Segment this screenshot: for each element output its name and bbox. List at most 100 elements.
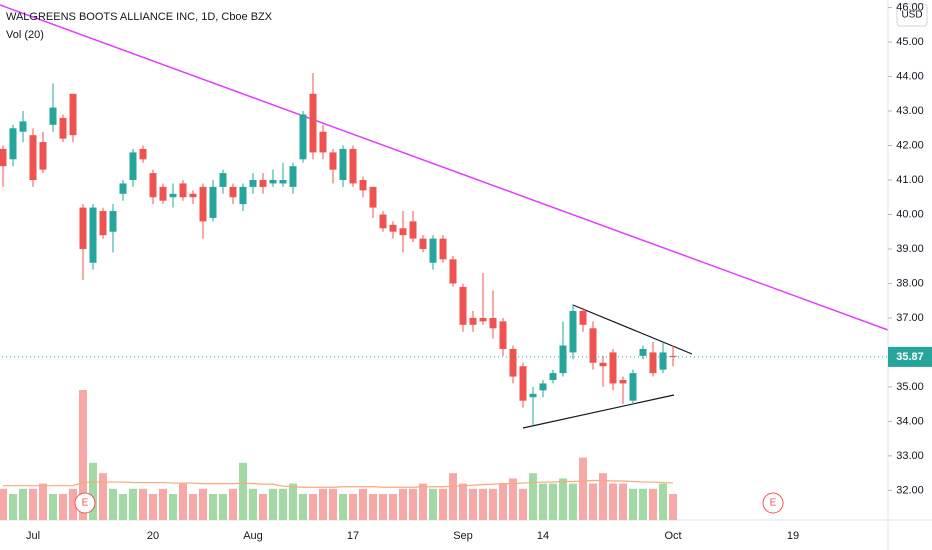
x-tick-label: 20: [147, 530, 159, 542]
volume-bar: [149, 494, 157, 520]
x-tick-label: Jul: [26, 530, 40, 542]
last-price-label: 35.87: [896, 351, 924, 363]
volume-bar: [409, 488, 417, 520]
volume-bar: [279, 488, 287, 520]
volume-bar: [139, 488, 147, 520]
candle-body: [669, 355, 677, 357]
candle-body: [19, 121, 27, 132]
candle-body: [419, 238, 427, 249]
volume-bar: [519, 488, 527, 520]
volume-bar: [99, 473, 107, 520]
y-tick-label: 34.00: [896, 415, 924, 427]
candle-body: [289, 166, 297, 187]
candle-body: [569, 311, 577, 353]
candle-body: [469, 317, 477, 325]
earnings-label: E: [82, 498, 89, 509]
candle-body: [639, 348, 647, 356]
candle-body: [259, 180, 267, 187]
x-tick-label: Oct: [664, 530, 681, 542]
x-tick-label: Sep: [453, 530, 473, 542]
candle-body: [459, 286, 467, 325]
candle-body: [509, 348, 517, 377]
volume-bar: [459, 483, 467, 520]
volume-bar: [369, 494, 377, 520]
volume-bar: [229, 488, 237, 520]
y-tick-label: 32.00: [896, 484, 924, 496]
volume-bar: [609, 483, 617, 520]
candle-body: [199, 186, 207, 222]
trend-line: [0, 4, 889, 331]
currency-button[interactable]: [896, 3, 928, 27]
volume-bar: [49, 494, 57, 520]
candle-body: [109, 211, 117, 232]
candle-body: [129, 152, 137, 180]
volume-bar: [309, 494, 317, 520]
volume-bar: [349, 494, 357, 520]
candle-body: [319, 131, 327, 153]
candle-body: [209, 186, 217, 218]
candle-body: [89, 207, 97, 263]
volume-bar: [169, 494, 177, 520]
candle-body: [49, 107, 57, 125]
candle-body: [299, 114, 307, 160]
x-tick-label: 14: [537, 530, 549, 542]
currency-label: USD: [901, 10, 922, 21]
candle-body: [499, 321, 507, 349]
y-tick-label: 42.00: [896, 139, 924, 151]
volume-bar: [549, 483, 557, 520]
volume-bar: [249, 488, 257, 520]
candle-body: [369, 186, 377, 208]
volume-bar: [359, 488, 367, 520]
candle-body: [389, 224, 397, 232]
volume-bar: [559, 478, 567, 520]
volume-ma-line: [3, 479, 674, 488]
volume-bar: [479, 488, 487, 520]
volume-bar: [109, 488, 117, 520]
volume-bar: [469, 488, 477, 520]
candle-body: [69, 93, 77, 136]
volume-bar: [0, 488, 7, 520]
candle-body: [79, 207, 87, 249]
candle-body: [59, 117, 67, 139]
y-tick-label: 35.00: [896, 381, 924, 393]
volume-bar: [39, 483, 47, 520]
y-tick-label: 45.00: [896, 36, 924, 48]
volume-bar: [69, 488, 77, 520]
volume-bar: [669, 494, 677, 520]
candle-body: [269, 180, 277, 184]
volume-bar: [629, 488, 637, 520]
candle-body: [449, 259, 457, 284]
volume-bar: [389, 494, 397, 520]
candle-body: [429, 238, 437, 263]
candle-body: [519, 366, 527, 401]
earnings-marker: [762, 492, 784, 514]
volume-bar: [89, 462, 97, 520]
y-tick-label: 41.00: [896, 174, 924, 186]
candle-body: [579, 311, 587, 325]
candle-body: [9, 128, 17, 160]
candle-body: [659, 352, 667, 370]
volume-bar: [639, 488, 647, 520]
candle-body: [599, 362, 607, 367]
y-tick-label: 38.00: [896, 277, 924, 289]
candle-body: [239, 186, 247, 205]
volume-bar: [419, 483, 427, 520]
candle-body: [479, 317, 487, 322]
triangle-upper-line: [572, 304, 693, 355]
candle-body: [409, 221, 417, 239]
volume-bar: [239, 462, 247, 520]
candle-body: [149, 173, 157, 198]
earnings-marker: [74, 492, 96, 514]
volume-bar: [209, 494, 217, 520]
volume-bar: [129, 488, 137, 520]
volume-bar: [329, 488, 337, 520]
triangle-lower-line: [522, 394, 675, 429]
x-tick-label: 17: [347, 530, 359, 542]
candle-body: [229, 186, 237, 198]
volume-bar: [579, 457, 587, 520]
candle-body: [629, 373, 637, 401]
candle-body: [349, 148, 357, 184]
candle-body: [279, 180, 287, 184]
volume-bar: [649, 488, 657, 520]
